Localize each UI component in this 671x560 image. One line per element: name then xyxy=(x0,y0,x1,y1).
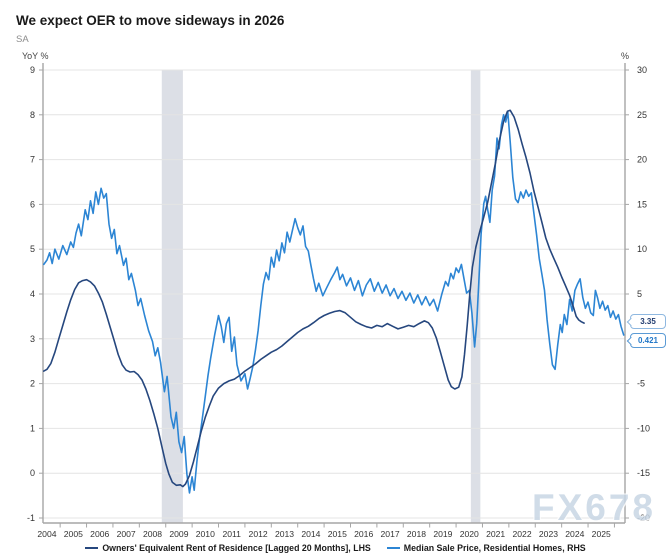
recession-band xyxy=(470,70,481,523)
year-label: 2017 xyxy=(381,529,400,539)
right-tick-label: 15 xyxy=(637,199,647,209)
oer-last-value-callout[interactable]: 3.35 xyxy=(626,314,666,329)
year-label: 2025 xyxy=(592,529,611,539)
year-label: 2007 xyxy=(117,529,136,539)
year-label: 2014 xyxy=(301,529,320,539)
left-tick-label: 5 xyxy=(30,244,35,254)
left-tick-label: 8 xyxy=(30,110,35,120)
left-tick-label: 6 xyxy=(30,199,35,209)
year-label: 2005 xyxy=(64,529,83,539)
left-tick-label: 1 xyxy=(30,423,35,433)
left-tick-label: -1 xyxy=(27,513,35,523)
right-tick-label: 25 xyxy=(637,110,647,120)
right-tick-label: 30 xyxy=(637,65,647,75)
left-tick-label: 0 xyxy=(30,468,35,478)
oer-legend-label: Owners' Equivalent Rent of Residence [La… xyxy=(102,543,371,553)
year-label: 2020 xyxy=(460,529,479,539)
year-label: 2012 xyxy=(249,529,268,539)
year-label: 2024 xyxy=(565,529,584,539)
year-label: 2004 xyxy=(37,529,56,539)
left-tick-label: 2 xyxy=(30,379,35,389)
legend-item-msp[interactable]: Median Sale Price, Residential Homes, RH… xyxy=(386,543,586,553)
oer-legend-swatch-icon xyxy=(85,547,99,549)
year-label: 2018 xyxy=(407,529,426,539)
year-label: 2010 xyxy=(196,529,215,539)
chart-title: We expect OER to move sideways in 2026 xyxy=(16,13,285,28)
right-tick-label: -5 xyxy=(637,379,645,389)
legend-item-oer[interactable]: Owners' Equivalent Rent of Residence [La… xyxy=(85,543,371,553)
year-label: 2023 xyxy=(539,529,558,539)
oer-last-value: 3.35 xyxy=(640,317,656,326)
right-tick-label: 5 xyxy=(637,289,642,299)
msp-last-value: 0.421 xyxy=(637,336,659,345)
legend: Owners' Equivalent Rent of Residence [La… xyxy=(0,543,671,553)
year-label: 2006 xyxy=(90,529,109,539)
right-axis-title: % xyxy=(621,51,630,61)
msp-legend-label: Median Sale Price, Residential Homes, RH… xyxy=(403,543,586,553)
msp-last-value-callout[interactable]: 0.421 xyxy=(626,333,666,348)
year-label: 2013 xyxy=(275,529,294,539)
series-line-oer[interactable] xyxy=(42,109,585,488)
year-label: 2019 xyxy=(433,529,452,539)
recession-band xyxy=(161,70,183,523)
watermark: FX678 xyxy=(532,487,657,528)
left-axis-title: YoY % xyxy=(22,51,49,61)
right-tick-label: 20 xyxy=(637,155,647,165)
series-line-msp[interactable] xyxy=(42,111,625,494)
year-label: 2021 xyxy=(486,529,505,539)
left-tick-label: 4 xyxy=(30,289,35,299)
right-tick-label: 10 xyxy=(637,244,647,254)
year-label: 2009 xyxy=(169,529,188,539)
year-label: 2022 xyxy=(512,529,531,539)
chart-subtitle: SA xyxy=(16,34,29,45)
right-tick-label: -20 xyxy=(637,513,650,523)
year-label: 2008 xyxy=(143,529,162,539)
left-tick-label: 7 xyxy=(30,155,35,165)
right-tick-label: -10 xyxy=(637,423,650,433)
year-label: 2011 xyxy=(222,529,241,539)
left-tick-label: 3 xyxy=(30,334,35,344)
right-tick-label: -15 xyxy=(637,468,650,478)
left-tick-label: 9 xyxy=(30,65,35,75)
msp-legend-swatch-icon xyxy=(386,547,400,549)
year-label: 2015 xyxy=(328,529,347,539)
year-label: 2016 xyxy=(354,529,373,539)
